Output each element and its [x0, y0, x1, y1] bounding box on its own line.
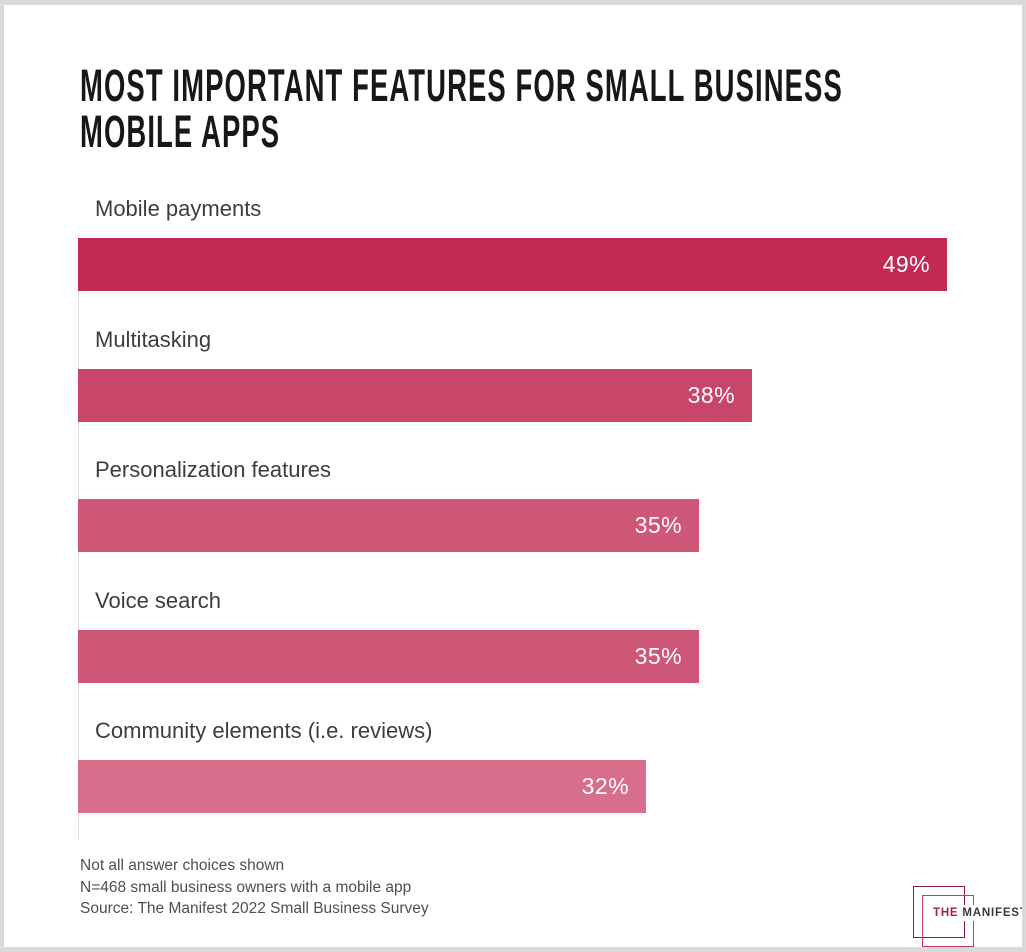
logo-frame-inner-icon	[922, 895, 974, 947]
bar: 35%	[78, 499, 699, 552]
bar-value-label: 35%	[634, 643, 682, 669]
logo-wordmark: THE MANIFEST	[930, 905, 1026, 921]
bar: 32%	[78, 760, 646, 813]
bar-value-label: 32%	[581, 773, 629, 799]
bar-category-label: Multitasking	[95, 327, 212, 352]
bar-row: Community elements (i.e. reviews) 32%	[78, 718, 978, 818]
bar-category-label: Voice search	[95, 588, 221, 613]
bar-category-label: Personalization features	[95, 457, 332, 482]
bar-value-label: 38%	[687, 382, 735, 408]
bar-row: Voice search 35%	[78, 588, 978, 688]
bar-value-label: 49%	[882, 251, 930, 277]
bar-category-label: Mobile payments	[95, 196, 262, 221]
logo: THE MANIFEST	[905, 880, 1026, 947]
footnote-line-3: Source: The Manifest 2022 Small Business…	[80, 900, 429, 917]
logo-the-label: THE	[933, 907, 959, 919]
logo-manifest-label: MANIFEST	[962, 907, 1026, 919]
bar: 38%	[78, 369, 752, 422]
bar-row: Multitasking 38%	[78, 327, 978, 427]
page-title-line-1: MOST IMPORTANT FEATURES FOR SMALL BUSINE…	[80, 60, 843, 111]
bar-value-label: 35%	[634, 512, 682, 538]
bar-row: Personalization features 35%	[78, 457, 978, 557]
footnote-line-2: N=468 small business owners with a mobil…	[80, 878, 412, 896]
bar: 49%	[78, 238, 947, 291]
bar-row: Mobile payments 49%	[78, 196, 978, 296]
page-title-line-2: MOBILE APPS	[80, 106, 281, 157]
bar-category-label: Community elements (i.e. reviews)	[95, 718, 433, 743]
footnote-line-1: Not all answer choices shown	[80, 857, 285, 874]
footnote: Not all answer choices shown N=468 small…	[80, 855, 429, 920]
page-title: MOST IMPORTANT FEATURES FOR SMALL BUSINE…	[80, 63, 995, 155]
bar: 35%	[78, 630, 699, 683]
